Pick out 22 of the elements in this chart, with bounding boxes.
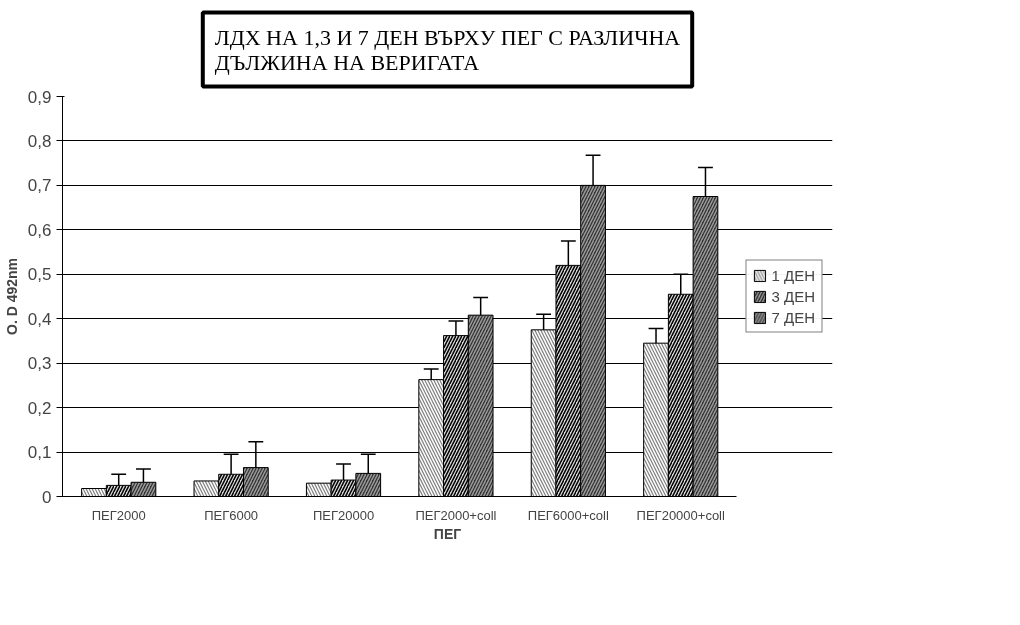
x-axis-title: ПЕГ — [433, 525, 462, 542]
y-tick-label: 0,4 — [27, 309, 52, 329]
y-axis-title: O. D 492nm — [3, 257, 20, 336]
x-tick-label: ПЕГ6000+coll — [527, 507, 609, 523]
y-tick-label: 0,8 — [27, 131, 52, 151]
y-tick-label: 0,1 — [27, 443, 52, 463]
x-tick-label: ПЕГ2000+coll — [415, 507, 497, 523]
x-tick-label: ПЕГ2000 — [91, 507, 146, 523]
x-tick-label: ПЕГ20000+coll — [636, 507, 726, 523]
chart-title: ЛДХ НА 1,3 И 7 ДЕН ВЪРХУ ПЕГ С РАЗЛИЧНА ДЪЛЖИНА НА ВЕРИГАТА — [214, 24, 681, 75]
x-tick-label: ПЕГ6000 — [204, 507, 259, 523]
y-tick-label: 0,9 — [27, 87, 52, 107]
y-tick-label: 0,5 — [27, 265, 52, 285]
y-tick-label: 0,6 — [27, 220, 52, 240]
legend-label: 1 ДЕН — [771, 266, 815, 284]
y-tick-label: 0 — [42, 487, 52, 507]
x-tick-label: ПЕГ20000 — [312, 507, 375, 523]
y-tick-label: 0,3 — [27, 354, 52, 374]
legend-label: 7 ДЕН — [771, 308, 815, 326]
y-tick-label: 0,7 — [27, 176, 52, 196]
y-tick-label: 0,2 — [27, 398, 52, 418]
legend-label: 3 ДЕН — [771, 287, 815, 305]
